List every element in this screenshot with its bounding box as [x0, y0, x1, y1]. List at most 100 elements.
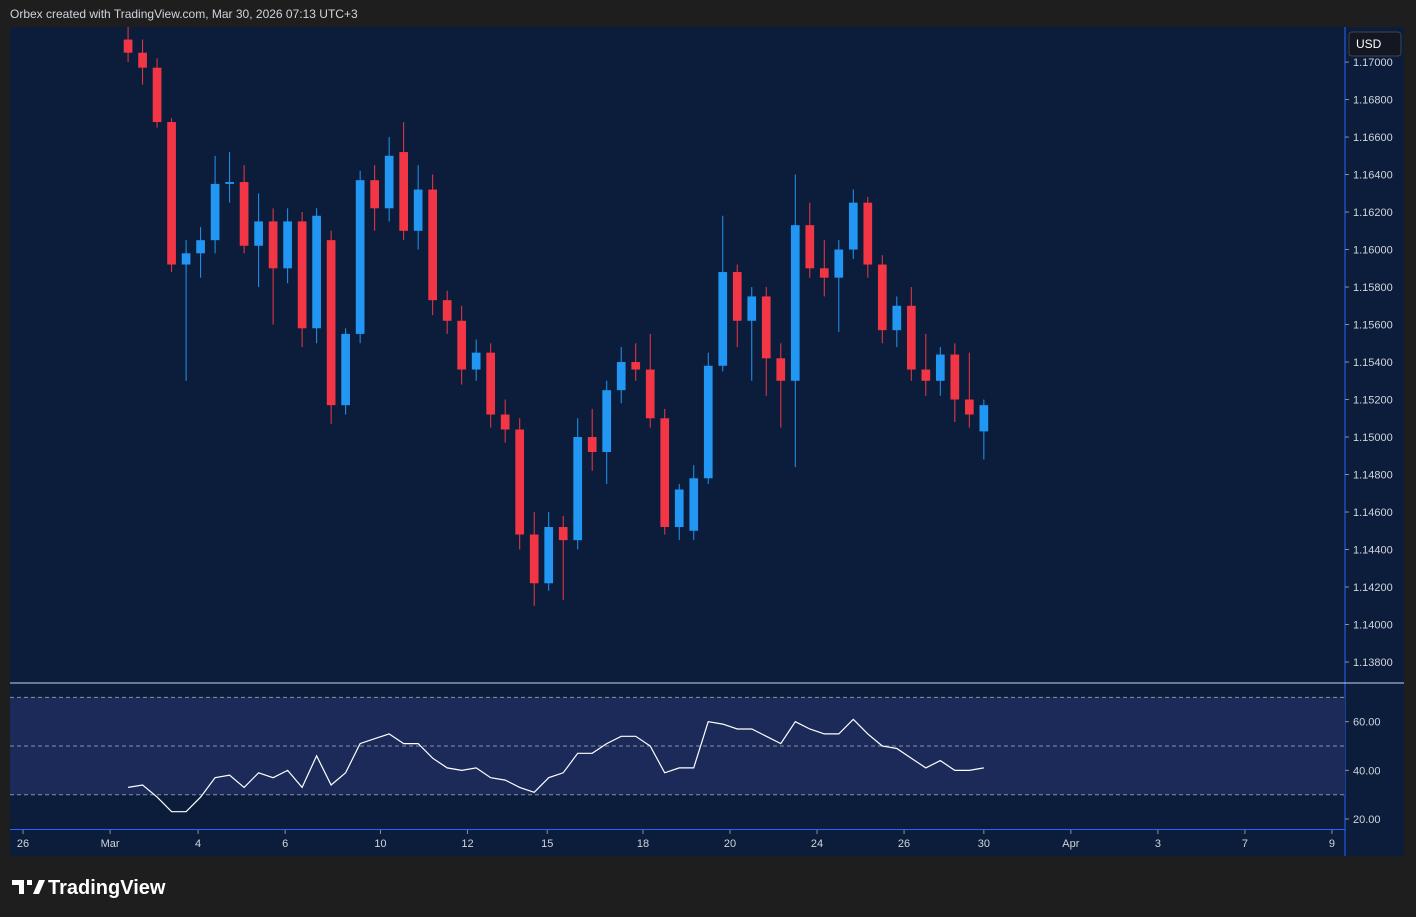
- candle-body: [355, 180, 365, 334]
- candle-body: [950, 354, 960, 400]
- candle-body: [486, 352, 496, 415]
- candle-body: [428, 189, 438, 301]
- candle-body: [167, 122, 176, 265]
- candle-body: [805, 225, 815, 269]
- candle-body: [515, 429, 525, 535]
- x-tick-label: 24: [811, 838, 823, 850]
- y-tick-label: 1.13800: [1353, 657, 1393, 669]
- candle-body: [631, 362, 641, 370]
- candle-body: [761, 296, 771, 359]
- candle-body: [399, 152, 409, 231]
- y-tick-label: 1.16200: [1353, 207, 1393, 219]
- candle-body: [123, 39, 133, 53]
- y-tick-label: 1.15800: [1353, 282, 1393, 294]
- candle-body: [877, 264, 887, 331]
- candle-body: [138, 52, 147, 68]
- y-tick-label: 1.16400: [1353, 170, 1393, 182]
- candle-body: [500, 414, 510, 430]
- logo-text: TradingView: [48, 877, 166, 899]
- candle-body: [935, 354, 945, 381]
- x-tick-label: 12: [461, 838, 473, 850]
- candle-body: [718, 272, 728, 366]
- candle-body: [964, 399, 974, 415]
- y-tick-label: 1.14400: [1353, 545, 1393, 557]
- x-tick-label: 7: [1242, 838, 1248, 850]
- candle-body: [587, 437, 597, 453]
- candle-body: [602, 390, 612, 453]
- y-tick-label: 1.15200: [1353, 395, 1393, 407]
- candle-body: [834, 249, 844, 278]
- x-tick-label: Mar: [101, 838, 120, 850]
- candle-body: [776, 358, 786, 381]
- y-tick-label: 1.15600: [1353, 320, 1393, 332]
- x-tick-label: 30: [978, 838, 990, 850]
- candle-body: [906, 305, 916, 370]
- candle-body: [689, 478, 699, 531]
- x-tick-label: 26: [898, 838, 910, 850]
- y-tick-label: 1.17000: [1353, 57, 1393, 69]
- x-tick-label: 6: [282, 838, 288, 850]
- candle-body: [297, 221, 307, 329]
- candle-body: [268, 221, 278, 269]
- logo: TradingView: [12, 877, 166, 899]
- logo-icon: [12, 880, 45, 894]
- x-tick-label: 20: [724, 838, 736, 850]
- x-tick-label: 3: [1155, 838, 1161, 850]
- candle-body: [645, 369, 655, 419]
- y-tick-label: 1.14800: [1353, 470, 1393, 482]
- candle-body: [442, 300, 452, 321]
- candle-body: [312, 215, 321, 329]
- x-tick-label: 4: [195, 838, 201, 850]
- candles: [123, 27, 989, 606]
- y-tick-label: 1.15000: [1353, 432, 1393, 444]
- candle-body: [225, 182, 234, 184]
- candle-body: [457, 320, 467, 370]
- x-tick-label: Apr: [1062, 838, 1079, 850]
- candle-body: [181, 253, 191, 265]
- candle-body: [732, 272, 742, 321]
- x-tick-label: 10: [374, 838, 386, 850]
- candle-body: [239, 182, 249, 246]
- candle-body: [558, 527, 568, 541]
- y-tick-label: 1.14600: [1353, 507, 1393, 519]
- x-tick-label: 9: [1329, 838, 1335, 850]
- candle-body: [283, 221, 292, 269]
- currency-label: USD: [1356, 37, 1382, 51]
- candle-body: [790, 225, 800, 381]
- candle-body: [544, 527, 554, 584]
- candle-body: [863, 202, 873, 265]
- candle-body: [848, 202, 858, 250]
- candle-body: [413, 189, 423, 231]
- x-tick-label: 15: [541, 838, 553, 850]
- candle-body: [616, 362, 626, 391]
- y-tick-label: 40.00: [1353, 765, 1381, 777]
- y-tick-label: 1.14200: [1353, 582, 1393, 594]
- candle-body: [892, 305, 902, 331]
- candle-body: [326, 240, 336, 406]
- candle-body: [152, 67, 162, 123]
- candle-body: [529, 534, 539, 584]
- y-tick-label: 1.16800: [1353, 95, 1393, 107]
- y-tick-label: 1.16600: [1353, 132, 1393, 144]
- rsi-line: [128, 718, 984, 813]
- candle-body: [210, 183, 220, 241]
- candle-body: [674, 489, 684, 528]
- y-tick-label: 1.15400: [1353, 357, 1393, 369]
- candle-body: [573, 437, 583, 541]
- x-tick-label: 18: [637, 838, 649, 850]
- candle-body: [703, 365, 713, 479]
- header: Orbex created with TradingView.com, Mar …: [10, 7, 358, 21]
- candle-body: [747, 296, 757, 321]
- y-tick-label: 60.00: [1353, 717, 1381, 729]
- candle-body: [370, 180, 379, 209]
- candle-body: [384, 155, 394, 209]
- y-tick-label: 20.00: [1353, 814, 1381, 826]
- x-tick-label: 26: [17, 838, 29, 850]
- y-tick-label: 1.14000: [1353, 620, 1393, 632]
- candle-body: [979, 405, 989, 432]
- candle-body: [341, 333, 350, 406]
- currency-button[interactable]: [1348, 31, 1402, 57]
- candle-body: [660, 418, 670, 528]
